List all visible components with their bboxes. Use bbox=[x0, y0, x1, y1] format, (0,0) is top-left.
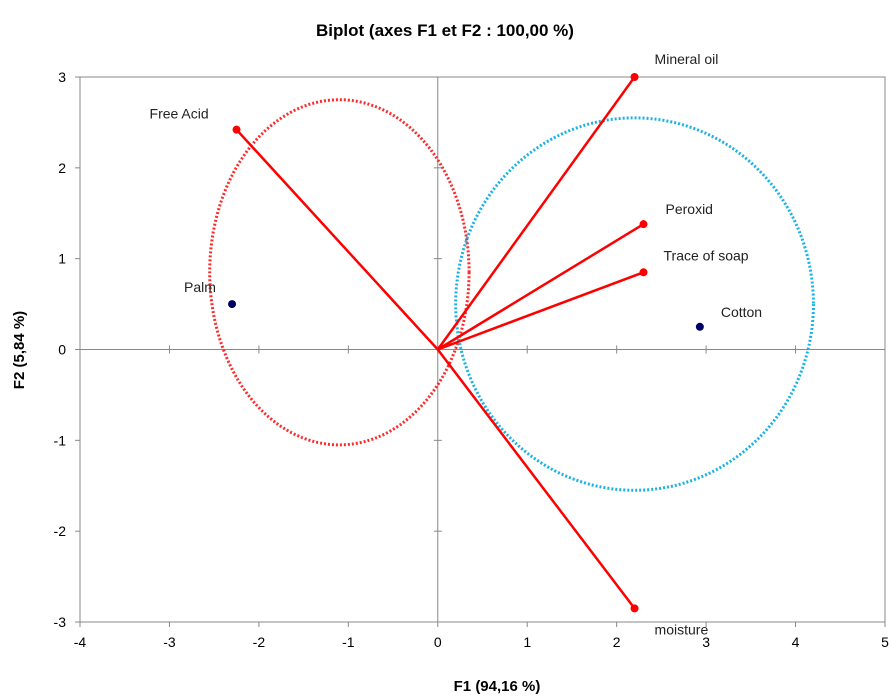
y-tick-label: -1 bbox=[54, 432, 67, 448]
y-tick-label: -2 bbox=[54, 523, 67, 539]
y-tick-label: 2 bbox=[58, 160, 66, 176]
red-ellipse bbox=[208, 98, 471, 447]
observation-label: Cotton bbox=[721, 304, 762, 320]
x-axis-title: F1 (94,16 %) bbox=[454, 678, 541, 695]
x-tick-label: -1 bbox=[342, 634, 355, 650]
y-tick-label: -3 bbox=[54, 614, 67, 630]
variable-vector bbox=[437, 271, 644, 351]
variable-label: Peroxid bbox=[666, 201, 713, 217]
variable-vector bbox=[436, 348, 636, 610]
variable-point bbox=[232, 125, 241, 134]
variable-point bbox=[639, 268, 648, 277]
y-tick-label: 0 bbox=[58, 342, 66, 358]
variable-label: moisture bbox=[655, 621, 709, 637]
x-tick-label: -3 bbox=[163, 634, 176, 650]
variable-vector bbox=[436, 76, 636, 351]
x-tick-label: 0 bbox=[434, 634, 442, 650]
variable-point bbox=[630, 604, 639, 613]
variable-label: Mineral oil bbox=[655, 51, 719, 67]
x-tick-label: -2 bbox=[253, 634, 266, 650]
observation-label: Palm bbox=[184, 279, 216, 295]
observation-point bbox=[695, 322, 704, 331]
x-tick-label: 2 bbox=[613, 634, 621, 650]
variable-vector bbox=[437, 223, 645, 351]
y-axis-title: F2 (5,84 %) bbox=[11, 311, 28, 389]
x-tick-label: 4 bbox=[792, 634, 800, 650]
variable-label: Free Acid bbox=[150, 106, 209, 122]
x-tick-label: 1 bbox=[523, 634, 531, 650]
variable-label: Trace of soap bbox=[664, 247, 749, 263]
x-tick-label: -4 bbox=[74, 634, 87, 650]
x-tick-label: 5 bbox=[881, 634, 889, 650]
y-tick-label: 1 bbox=[58, 251, 66, 267]
variable-point bbox=[639, 220, 648, 229]
x-tick-label: 3 bbox=[702, 634, 710, 650]
y-tick-label: 3 bbox=[58, 69, 66, 85]
variable-vector bbox=[235, 128, 439, 351]
chart-title: Biplot (axes F1 et F2 : 100,00 %) bbox=[316, 21, 574, 40]
blue-ellipse bbox=[454, 116, 815, 492]
variable-point bbox=[630, 73, 639, 81]
observation-point bbox=[228, 300, 237, 309]
